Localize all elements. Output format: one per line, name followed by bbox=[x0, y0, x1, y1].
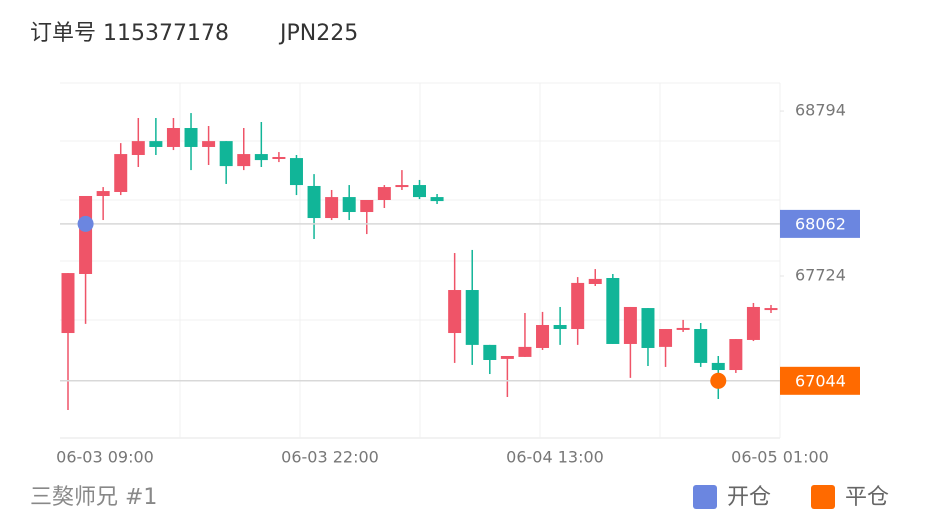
candle-body bbox=[711, 362, 725, 371]
price-badge-label: 67044 bbox=[795, 371, 846, 390]
candle-body bbox=[149, 141, 163, 147]
candle-body bbox=[395, 185, 409, 188]
candle-body bbox=[430, 197, 444, 202]
candle-body bbox=[518, 346, 532, 357]
candle-body bbox=[413, 185, 426, 198]
legend-swatch bbox=[693, 485, 717, 509]
x-tick-label: 06-04 13:00 bbox=[506, 448, 604, 467]
candle-body bbox=[729, 339, 743, 371]
candle-body bbox=[325, 197, 339, 219]
candle-body bbox=[377, 187, 391, 200]
candle-body bbox=[694, 329, 708, 363]
candle-body bbox=[465, 290, 479, 345]
candle-body bbox=[641, 308, 655, 348]
x-tick-label: 06-05 01:00 bbox=[731, 448, 829, 467]
grid bbox=[60, 82, 781, 439]
candle-body bbox=[237, 154, 251, 167]
candle-body bbox=[79, 195, 93, 274]
candle-body bbox=[307, 185, 321, 219]
candle-body bbox=[184, 128, 198, 147]
author: 三獒师兄 #1 bbox=[30, 485, 157, 510]
candle-body bbox=[272, 156, 286, 159]
candle-body bbox=[606, 277, 620, 344]
price-badge-label: 68062 bbox=[795, 214, 846, 233]
candle-body bbox=[676, 327, 690, 330]
candle-body bbox=[61, 273, 75, 334]
x-tick-label: 06-03 22:00 bbox=[281, 448, 379, 467]
candle-body bbox=[166, 128, 180, 147]
candle-body bbox=[623, 306, 637, 344]
y-tick-label: 67724 bbox=[795, 265, 846, 284]
candle-body bbox=[571, 282, 585, 330]
trade-marker bbox=[77, 215, 94, 232]
order-number: 订单号 115377178 bbox=[30, 21, 229, 46]
candle-body bbox=[114, 154, 128, 192]
legend-swatch bbox=[811, 485, 835, 509]
trade-marker bbox=[710, 372, 727, 389]
candle-body bbox=[342, 197, 356, 213]
candle-body bbox=[746, 306, 760, 340]
candle-body bbox=[289, 158, 303, 186]
price-badge bbox=[780, 366, 860, 395]
candle-body bbox=[483, 344, 497, 361]
candle-body bbox=[96, 191, 110, 196]
price-badge bbox=[780, 209, 860, 238]
candle-body bbox=[588, 278, 602, 285]
candle-body bbox=[131, 141, 145, 155]
legend-label: 开仓 bbox=[727, 485, 771, 510]
legend-label: 平仓 bbox=[845, 485, 889, 510]
candle-body bbox=[536, 325, 550, 348]
candle-body bbox=[500, 355, 514, 359]
candle-body bbox=[553, 325, 567, 330]
candle-body bbox=[202, 141, 216, 147]
candle-body bbox=[764, 308, 778, 311]
symbol: JPN225 bbox=[278, 21, 358, 46]
x-tick-label: 06-03 09:00 bbox=[56, 448, 154, 467]
candle-body bbox=[448, 290, 462, 334]
candle-body bbox=[659, 329, 673, 347]
candle-body bbox=[360, 199, 374, 213]
candle-body bbox=[219, 141, 233, 167]
y-tick-label: 68794 bbox=[795, 101, 846, 120]
candle-body bbox=[254, 154, 268, 161]
